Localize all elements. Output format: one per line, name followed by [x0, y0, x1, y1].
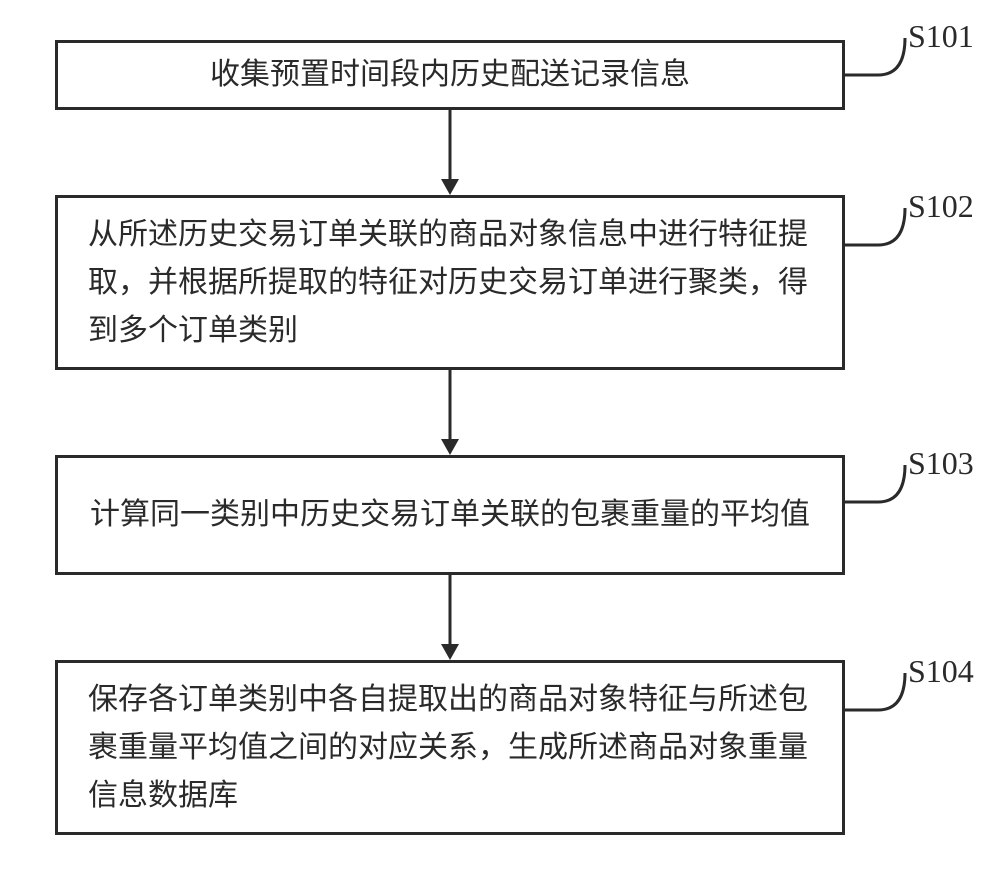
step-box-s104: 保存各订单类别中各自提取出的商品对象特征与所述包裹重量平均值之间的对应关系，生成…	[55, 660, 845, 835]
arrow-s101-s102	[438, 110, 462, 195]
flowchart-container: 收集预置时间段内历史配送记录信息 S101 从所述历史交易订单关联的商品对象信息…	[0, 0, 1000, 872]
step-label-s102: S102	[908, 188, 974, 225]
step-text: 保存各订单类别中各自提取出的商品对象特征与所述包裹重量平均值之间的对应关系，生成…	[88, 676, 812, 820]
connector-s101	[843, 36, 907, 77]
step-text: 收集预置时间段内历史配送记录信息	[210, 51, 690, 99]
step-box-s103: 计算同一类别中历史交易订单关联的包裹重量的平均值	[55, 455, 845, 575]
step-label-s103: S103	[908, 445, 974, 482]
step-text: 计算同一类别中历史交易订单关联的包裹重量的平均值	[90, 491, 810, 539]
arrow-s103-s104	[438, 575, 462, 660]
step-box-s102: 从所述历史交易订单关联的商品对象信息中进行特征提取，并根据所提取的特征对历史交易…	[55, 195, 845, 370]
connector-s103	[843, 463, 907, 504]
step-text: 从所述历史交易订单关联的商品对象信息中进行特征提取，并根据所提取的特征对历史交易…	[88, 211, 812, 355]
connector-s102	[843, 206, 907, 247]
connector-s104	[843, 671, 907, 712]
step-label-s104: S104	[908, 653, 974, 690]
step-label-s101: S101	[908, 18, 974, 55]
step-box-s101: 收集预置时间段内历史配送记录信息	[55, 40, 845, 110]
arrow-s102-s103	[438, 370, 462, 455]
